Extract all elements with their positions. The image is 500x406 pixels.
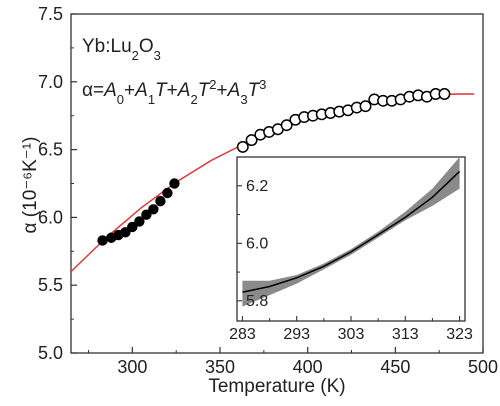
main-x-tick-label: 400 xyxy=(293,357,323,377)
inset-y-tick-labels: 5.8 6.0 6.2 xyxy=(246,178,268,310)
eq-a2-sub: 2 xyxy=(190,92,197,107)
main-y-tick-label: 6.5 xyxy=(38,140,63,160)
eq-t3: T xyxy=(248,80,261,101)
inset-fit-line-group xyxy=(242,170,461,293)
eq-a1-sub: 1 xyxy=(148,92,155,107)
open-points-group xyxy=(236,88,451,153)
inset-x-tick-labels: 283 293 303 313 323 xyxy=(229,326,473,343)
eq-a1: A xyxy=(134,80,148,101)
inset-y-tick-label: 5.8 xyxy=(246,293,268,310)
main-y-tick-label: 7.0 xyxy=(38,72,63,92)
eq-pow2: 2 xyxy=(209,77,216,92)
open-data-point xyxy=(245,134,258,147)
inset-x-tick-label: 313 xyxy=(392,326,419,343)
inset-axis-ticks xyxy=(237,185,461,321)
material-rest: O xyxy=(139,36,154,57)
inset-x-tick-label: 283 xyxy=(229,326,256,343)
open-data-point xyxy=(280,119,293,132)
open-data-point xyxy=(359,100,372,113)
eq-t2: T xyxy=(198,80,211,101)
fit-equation: α=A0+A1T+A2T2+A3T3 xyxy=(82,77,266,107)
eq-plus-2: + xyxy=(167,80,178,101)
main-x-tick-label: 500 xyxy=(468,357,498,377)
eq-a3-sub: 3 xyxy=(240,92,247,107)
eq-a2: A xyxy=(177,80,191,101)
eq-a0-sub: 0 xyxy=(117,92,124,107)
filled-data-point xyxy=(148,204,159,215)
inset-y-tick-label: 6.2 xyxy=(246,178,268,195)
main-y-tick-labels: 5.0 5.5 6.0 6.5 7.0 7.5 xyxy=(38,4,63,363)
filled-data-point xyxy=(162,187,173,199)
filled-data-point xyxy=(127,221,138,233)
main-x-tick-label: 300 xyxy=(117,357,147,377)
inset-x-tick-label: 293 xyxy=(283,326,310,343)
inset-confidence-band-group xyxy=(242,157,460,307)
main-x-tick-label: 450 xyxy=(380,357,410,377)
main-axis-ticks xyxy=(71,13,484,354)
material-sub2: 3 xyxy=(154,48,161,63)
material-label: Yb:Lu2O3 xyxy=(82,36,161,63)
main-y-tick-label: 7.5 xyxy=(38,4,63,24)
filled-data-point xyxy=(134,216,145,227)
inset-y-tick-label: 6.0 xyxy=(246,235,268,252)
filled-points-group xyxy=(97,178,180,246)
inset-x-tick-label: 323 xyxy=(446,326,473,343)
y-axis-title: α (10⁻⁶K⁻¹) xyxy=(20,137,41,234)
eq-t1: T xyxy=(155,80,168,101)
x-axis-title: Temperature (K) xyxy=(208,376,345,397)
eq-a0: A xyxy=(103,80,117,101)
eq-a3: A xyxy=(227,80,241,101)
main-x-tick-label: 350 xyxy=(205,357,235,377)
inset-x-tick-label: 303 xyxy=(338,326,365,343)
filled-data-point xyxy=(141,209,152,220)
main-y-tick-label: 5.0 xyxy=(38,343,63,363)
eq-lhs: α= xyxy=(82,80,104,101)
material-base: Yb:Lu xyxy=(82,36,132,57)
filled-data-point xyxy=(120,227,131,238)
filled-data-point xyxy=(169,178,180,189)
inset-confidence-band xyxy=(242,157,460,307)
inset-frame xyxy=(236,156,466,322)
main-x-tick-labels: 300 350 400 450 500 xyxy=(117,357,498,377)
main-y-tick-label: 5.5 xyxy=(38,275,63,295)
filled-data-point xyxy=(97,235,108,246)
material-sub: 2 xyxy=(132,48,139,63)
eq-plus-1: + xyxy=(124,80,135,101)
main-y-tick-label: 6.0 xyxy=(38,207,63,227)
inset-fit-line xyxy=(242,170,461,293)
filled-data-point xyxy=(155,195,166,207)
eq-plus-3: + xyxy=(217,80,228,101)
open-data-point xyxy=(438,88,451,100)
open-data-point xyxy=(236,140,249,153)
eq-pow3: 3 xyxy=(259,77,266,92)
